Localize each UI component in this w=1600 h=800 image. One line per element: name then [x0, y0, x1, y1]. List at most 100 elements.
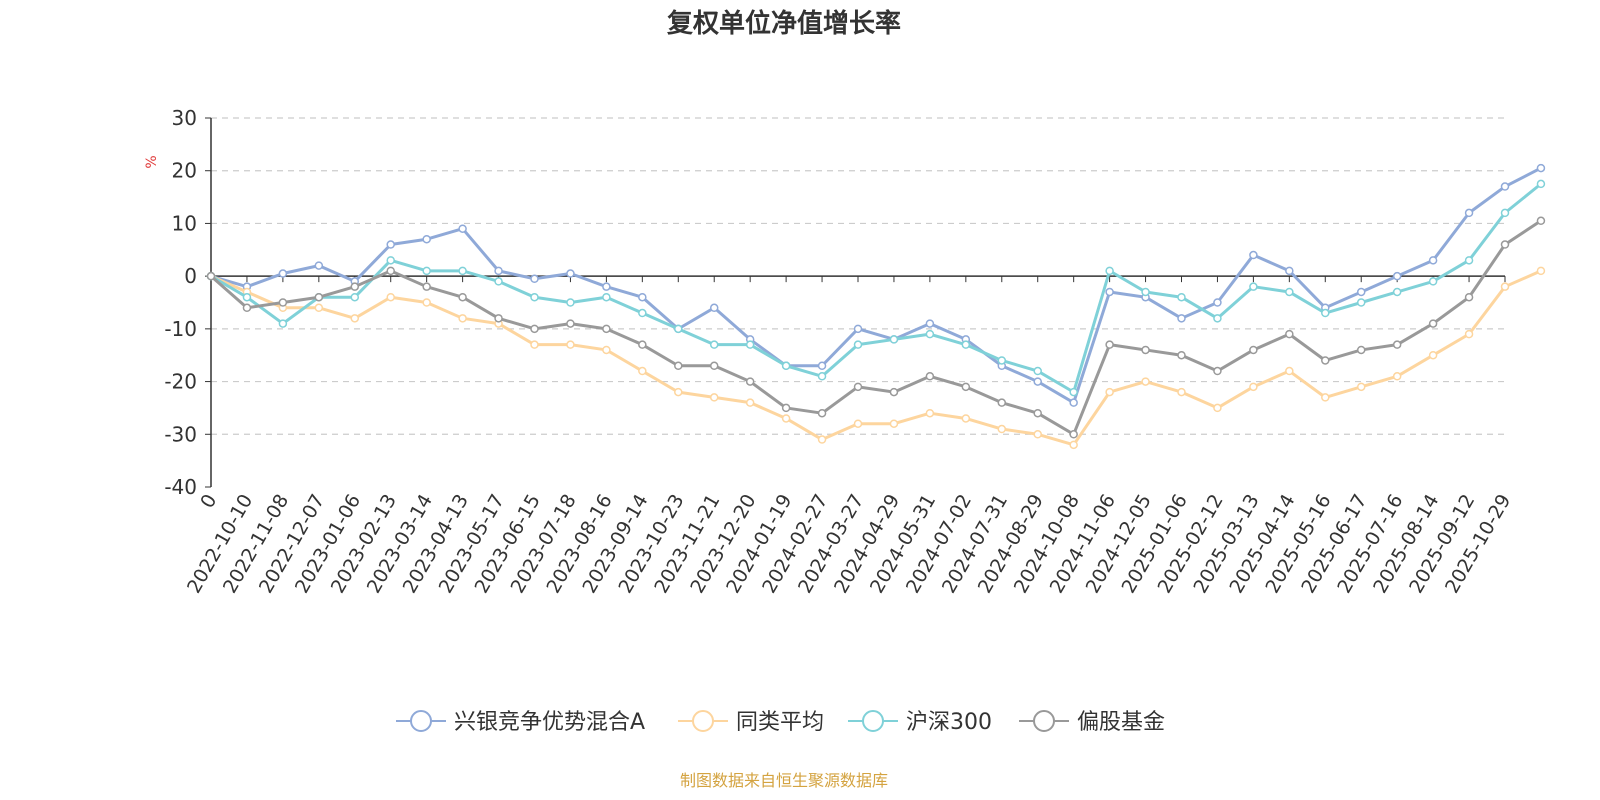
data-point[interactable] [1428, 319, 1438, 328]
legend-item[interactable]: 同类平均 [678, 710, 824, 735]
data-point[interactable] [422, 282, 431, 291]
data-point[interactable] [458, 292, 467, 302]
data-point[interactable] [386, 256, 395, 265]
data-point[interactable] [709, 361, 719, 371]
data-point[interactable] [745, 340, 755, 349]
series-line[interactable] [209, 182, 1543, 394]
data-point[interactable] [566, 298, 575, 307]
data-point[interactable] [997, 356, 1007, 365]
data-point[interactable] [1464, 208, 1474, 218]
data-point[interactable] [853, 382, 863, 392]
data-point[interactable] [278, 319, 288, 328]
data-point[interactable] [1213, 314, 1222, 323]
data-point[interactable] [638, 308, 647, 318]
data-point[interactable] [530, 274, 539, 284]
data-point[interactable] [1536, 179, 1546, 189]
data-point[interactable] [781, 403, 791, 413]
data-point[interactable] [638, 366, 647, 376]
data-point[interactable] [709, 303, 719, 313]
data-point[interactable] [206, 271, 216, 281]
data-point[interactable] [817, 372, 827, 381]
data-point[interactable] [817, 361, 827, 371]
data-point[interactable] [1105, 266, 1114, 276]
data-point[interactable] [278, 298, 288, 307]
data-point[interactable] [1356, 382, 1366, 392]
data-point[interactable] [314, 261, 324, 270]
data-point[interactable] [1249, 382, 1258, 392]
data-point[interactable] [674, 361, 683, 371]
data-point[interactable] [1536, 216, 1546, 226]
data-point[interactable] [961, 382, 971, 392]
data-point[interactable] [494, 266, 503, 276]
data-point[interactable] [997, 424, 1007, 434]
data-point[interactable] [278, 269, 288, 278]
data-point[interactable] [1392, 287, 1402, 297]
data-point[interactable] [530, 292, 539, 302]
data-point[interactable] [638, 340, 647, 349]
data-point[interactable] [1356, 298, 1366, 307]
data-point[interactable] [1285, 287, 1294, 297]
data-point[interactable] [1069, 398, 1078, 407]
data-point[interactable] [566, 340, 575, 349]
data-point[interactable] [1069, 440, 1078, 450]
data-point[interactable] [1213, 298, 1222, 307]
data-point[interactable] [1177, 350, 1186, 360]
data-point[interactable] [602, 282, 611, 291]
data-point[interactable] [494, 277, 503, 286]
data-point[interactable] [1392, 372, 1402, 381]
legend-item[interactable]: 偏股基金 [1019, 710, 1165, 735]
data-point[interactable] [1069, 430, 1078, 439]
data-point[interactable] [853, 419, 863, 428]
data-point[interactable] [1249, 345, 1258, 355]
data-point[interactable] [853, 340, 863, 349]
data-point[interactable] [1356, 287, 1366, 297]
data-point[interactable] [350, 314, 360, 323]
data-point[interactable] [1177, 314, 1186, 323]
data-point[interactable] [458, 224, 467, 233]
data-point[interactable] [422, 266, 431, 276]
data-point[interactable] [1285, 366, 1294, 376]
data-point[interactable] [1536, 266, 1546, 276]
data-point[interactable] [1033, 377, 1042, 386]
data-point[interactable] [1464, 292, 1474, 302]
data-point[interactable] [674, 387, 683, 397]
data-point[interactable] [1033, 366, 1042, 376]
data-point[interactable] [1321, 393, 1330, 402]
data-point[interactable] [1285, 329, 1294, 339]
data-point[interactable] [781, 414, 791, 423]
data-point[interactable] [386, 292, 395, 302]
data-point[interactable] [781, 361, 791, 371]
data-point[interactable] [1500, 282, 1510, 291]
data-point[interactable] [1500, 208, 1510, 218]
data-point[interactable] [566, 319, 575, 328]
data-point[interactable] [745, 377, 755, 386]
data-point[interactable] [925, 329, 935, 339]
data-point[interactable] [602, 324, 611, 334]
data-point[interactable] [1321, 308, 1330, 318]
data-point[interactable] [1177, 387, 1186, 397]
data-point[interactable] [889, 387, 899, 397]
legend-item[interactable]: 沪深300 [848, 710, 992, 735]
data-point[interactable] [817, 408, 827, 418]
data-point[interactable] [1500, 240, 1510, 249]
data-point[interactable] [1105, 387, 1114, 397]
data-point[interactable] [1213, 403, 1222, 413]
data-point[interactable] [1464, 256, 1474, 265]
data-point[interactable] [1428, 277, 1438, 286]
data-point[interactable] [458, 266, 467, 276]
data-point[interactable] [1392, 340, 1402, 349]
data-point[interactable] [1356, 345, 1366, 355]
data-point[interactable] [458, 314, 467, 323]
data-point[interactable] [386, 266, 395, 276]
data-point[interactable] [1428, 350, 1438, 360]
data-point[interactable] [1033, 408, 1042, 418]
legend-item[interactable]: 兴银竞争优势混合A [396, 710, 645, 735]
data-point[interactable] [1141, 377, 1150, 386]
data-point[interactable] [1105, 287, 1114, 297]
data-point[interactable] [1464, 329, 1474, 339]
data-point[interactable] [1500, 182, 1510, 191]
data-point[interactable] [889, 335, 899, 344]
data-point[interactable] [889, 419, 899, 428]
data-point[interactable] [1249, 282, 1258, 291]
data-point[interactable] [1033, 430, 1042, 439]
